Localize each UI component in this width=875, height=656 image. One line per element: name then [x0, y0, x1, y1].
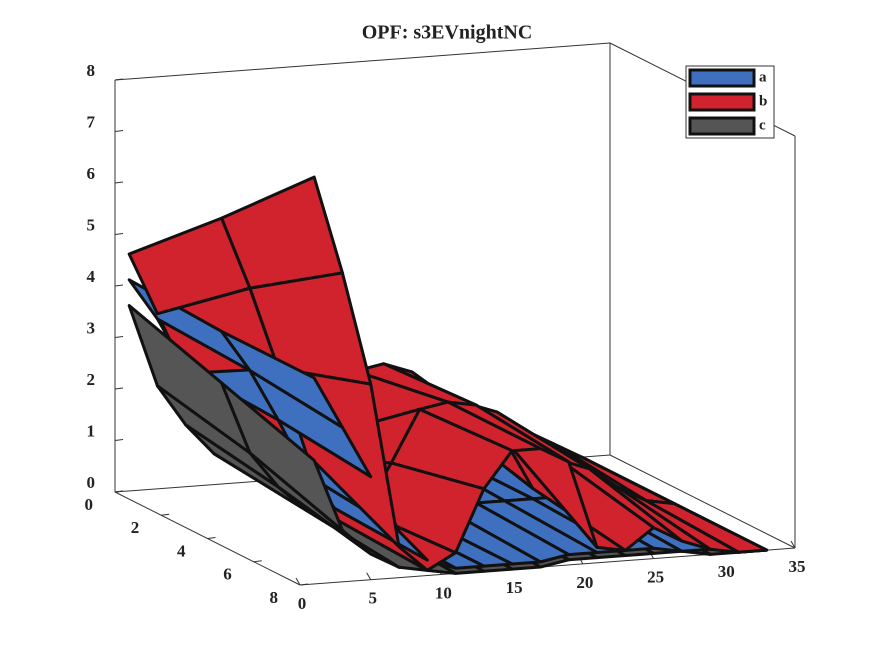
legend-label: a — [759, 69, 767, 85]
legend-swatch — [688, 68, 756, 88]
axis-line — [609, 454, 796, 549]
y-tick-label: 6 — [223, 565, 232, 584]
z-tick-label: 5 — [87, 215, 96, 234]
axis-line — [114, 42, 611, 81]
y-tick — [299, 583, 309, 586]
z-tick — [114, 233, 124, 235]
y-tick-label: 8 — [270, 588, 279, 607]
surface-cell — [220, 329, 344, 429]
x-tick-label: 0 — [298, 594, 307, 613]
legend-label: c — [759, 117, 766, 133]
z-tick-label: 0 — [87, 473, 96, 492]
y-tick — [253, 560, 262, 563]
x-tick-label: 5 — [368, 589, 377, 608]
x-tick — [295, 577, 301, 586]
z-tick — [114, 130, 124, 132]
z-tick-label: 3 — [87, 318, 96, 337]
x-tick-label: 25 — [647, 567, 664, 586]
surface-cell — [220, 175, 344, 290]
z-tick-label: 4 — [87, 267, 96, 286]
x-tick-label: 30 — [718, 562, 735, 581]
y-tick — [114, 490, 124, 493]
x-tick-label: 15 — [506, 578, 523, 597]
z-tick — [114, 284, 124, 287]
y-tick — [161, 513, 170, 516]
surface-cell — [220, 381, 344, 532]
z-tick-label: 1 — [87, 421, 96, 440]
z-tick-label: 8 — [87, 61, 96, 80]
z-tick — [114, 387, 124, 390]
z-tick — [114, 336, 124, 338]
y-tick-label: 4 — [177, 541, 186, 560]
y-tick — [207, 537, 216, 539]
z-tick-label: 7 — [87, 112, 96, 131]
z-tick — [114, 439, 124, 441]
legend: abc — [685, 65, 775, 139]
y-tick-label: 0 — [85, 495, 94, 514]
legend-label: b — [759, 93, 767, 109]
legend-swatch — [688, 116, 756, 136]
x-tick — [790, 540, 796, 549]
z-tick — [114, 181, 124, 184]
x-tick — [366, 572, 372, 580]
z-tick-label: 2 — [87, 370, 96, 389]
z-tick-label: 6 — [87, 164, 96, 183]
x-tick-label: 10 — [435, 583, 452, 602]
x-tick-label: 20 — [576, 573, 593, 592]
x-tick-label: 35 — [789, 557, 806, 576]
z-tick — [114, 78, 124, 81]
legend-swatch — [688, 92, 756, 112]
y-tick-label: 2 — [131, 518, 140, 537]
chart-title: OPF: s3EVnightNC — [362, 22, 533, 44]
